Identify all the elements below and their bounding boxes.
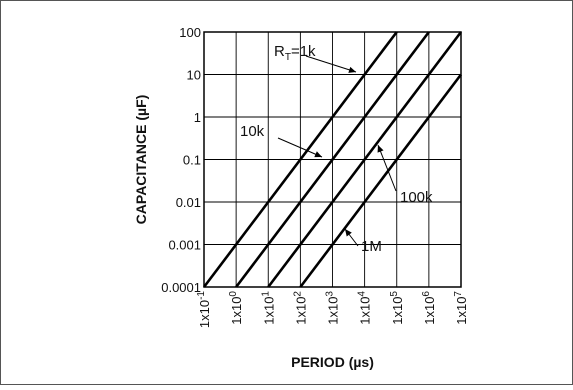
y-tick-label: 0.1 [183,153,201,168]
x-tick-exponent: 4 [357,291,368,297]
x-tick-base: 1x10 [326,297,341,325]
y-axis-title: CAPACITANCE (µF) [133,95,149,225]
x-tick-exponent: 5 [389,291,400,297]
series-label-main: 10k [240,123,265,140]
x-tick-label: 1x103 [325,291,341,325]
series-annotations: RT=1k 10k 100k 1M [240,43,433,255]
x-tick-label: 1x101 [260,291,276,325]
annotation-arrowhead [348,66,356,73]
y-tick-label: 100 [179,25,201,40]
x-tick-label: 1x105 [389,291,405,325]
x-tick-exponent: 2 [292,291,303,297]
series-lines [202,31,463,288]
annotation-leader-line [277,137,323,158]
series-label-rest: =1k [291,43,316,60]
x-tick-label: 1x107 [453,291,469,325]
x-tick-base: 1x10 [358,297,373,325]
x-tick-label: 1x106 [421,291,437,325]
x-tick-exponent: -1 [196,291,207,300]
series-label-subscript: T [285,52,291,63]
plot-frame [203,31,462,288]
y-tick-label: 10 [187,68,201,83]
x-tick-label: 1x100 [228,291,244,325]
series-label: 10k [240,123,265,140]
series-label-main: 1M [361,238,382,255]
series-label: 1M [361,238,382,255]
series-line [202,31,398,288]
x-tick-exponent: 7 [453,291,464,297]
series-line [235,31,430,288]
series-line [267,31,463,288]
y-tick-labels: 0.0001 0.001 0.01 0.1 1 10 100 [161,25,201,295]
annotation-arrowhead [345,229,352,237]
x-tick-base: 1x10 [293,297,308,325]
y-tick-label: 0.001 [168,238,201,253]
y-tick-label: 1 [194,110,201,125]
series-label-main: R [274,43,285,60]
x-tick-label: 1x102 [292,291,308,325]
annotation-arrowhead [314,151,322,158]
series-label: RT=1k [274,43,316,63]
x-tick-labels: 1x10-11x1001x1011x1021x1031x1041x1051x10… [196,291,469,329]
annotation-leader-line [377,144,397,192]
annotation-leader-line [305,55,357,73]
x-tick-base: 1x10 [229,297,244,325]
y-tick-label: 0.0001 [161,280,201,295]
x-tick-base: 1x10 [197,300,212,328]
x-tick-label: 1x10-1 [196,291,212,329]
x-tick-exponent: 3 [325,291,336,297]
x-tick-exponent: 0 [228,291,239,297]
x-tick-base: 1x10 [422,297,437,325]
x-tick-exponent: 1 [260,291,271,297]
y-tick-label: 0.01 [176,195,201,210]
series-line [299,73,463,288]
annotation-arrowhead [377,145,384,153]
x-tick-exponent: 6 [421,291,432,297]
x-tick-base: 1x10 [454,297,469,325]
series-label: 100k [400,189,433,206]
x-tick-label: 1x104 [357,291,373,325]
x-tick-base: 1x10 [390,297,405,325]
x-tick-base: 1x10 [261,297,276,325]
series-label-main: 100k [400,189,433,206]
x-axis-title: PERIOD (µs) [291,354,374,370]
